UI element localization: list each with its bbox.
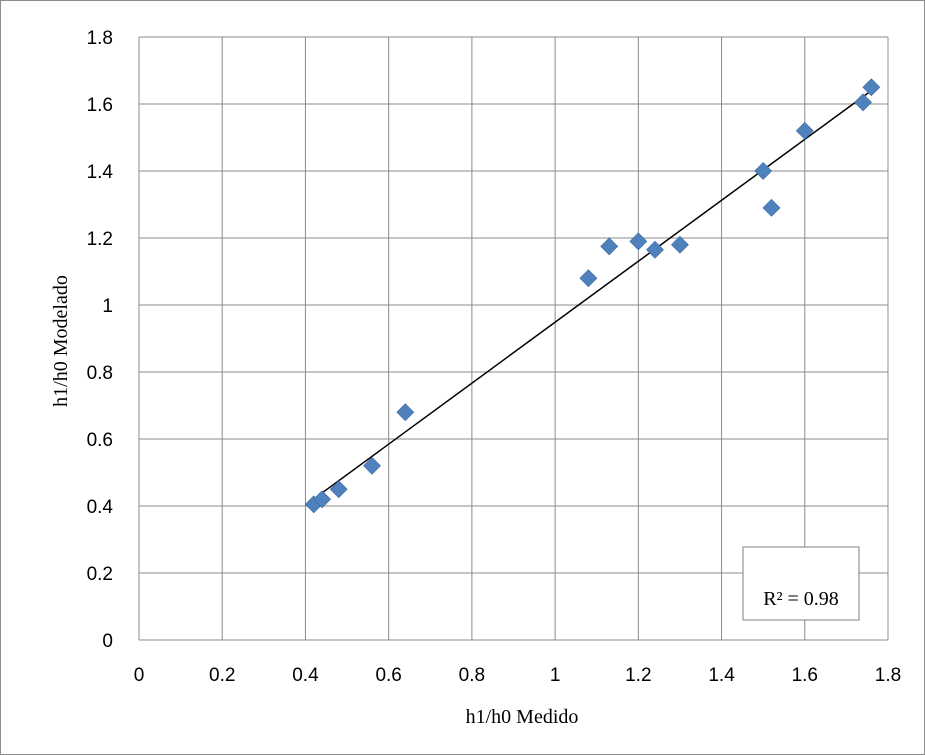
x-tick-label: 0.6 — [375, 665, 401, 686]
data-point-diamond — [862, 78, 881, 97]
y-tick-labels: 0 0.2 0.4 0.6 0.8 1 1.2 1.4 1.6 1.8 — [87, 28, 114, 652]
data-point-diamond — [363, 456, 381, 475]
y-tick-label: 1 — [102, 296, 113, 317]
y-tick-label: 0.8 — [87, 363, 113, 384]
x-tick-label: 1.4 — [708, 665, 735, 686]
y-tick-label: 1.4 — [87, 162, 114, 183]
x-tick-label: 0.2 — [209, 665, 235, 686]
data-point-diamond — [671, 235, 689, 254]
y-axis-title: h1/h0 Modelado — [50, 275, 72, 407]
x-tick-label: 1.6 — [792, 665, 818, 686]
y-tick-label: 0.6 — [87, 430, 113, 451]
trendline-layer — [317, 89, 872, 497]
y-tick-label: 0.2 — [87, 564, 113, 585]
y-tick-label: 1.2 — [87, 229, 113, 250]
data-point-diamond — [396, 403, 415, 422]
data-point-diamond — [600, 237, 619, 256]
data-point-diamond — [854, 93, 872, 112]
r-squared-label: R² = 0.98 — [742, 546, 860, 621]
data-point-diamond — [313, 490, 332, 509]
y-tick-label: 1.6 — [87, 95, 113, 116]
r-squared-text: R² = 0.98 — [763, 588, 839, 610]
y-tick-label: 0.4 — [87, 497, 114, 518]
data-point-diamond — [329, 480, 348, 499]
r-squared-box — [742, 546, 860, 621]
x-tick-label: 0.8 — [459, 665, 485, 686]
x-tick-label: 1.2 — [625, 665, 651, 686]
y-tick-label: 0 — [102, 631, 113, 652]
x-tick-label: 1 — [550, 665, 561, 686]
x-tick-label: 0 — [134, 665, 145, 686]
x-tick-labels: 0 0.2 0.4 0.6 0.8 1 1.2 1.4 1.6 1.8 — [134, 665, 902, 686]
x-tick-label: 1.8 — [875, 665, 901, 686]
data-point-diamond — [646, 240, 664, 259]
trendline — [317, 89, 872, 497]
data-point-diamond — [754, 162, 773, 180]
x-tick-label: 0.4 — [292, 665, 319, 686]
data-point-diamond — [579, 269, 598, 288]
y-tick-label: 1.8 — [87, 28, 113, 49]
data-points — [304, 78, 881, 514]
data-point-diamond — [629, 232, 648, 251]
x-axis-title: h1/h0 Medido — [466, 706, 579, 728]
data-point-diamond — [795, 121, 814, 140]
data-point-diamond — [762, 198, 781, 217]
